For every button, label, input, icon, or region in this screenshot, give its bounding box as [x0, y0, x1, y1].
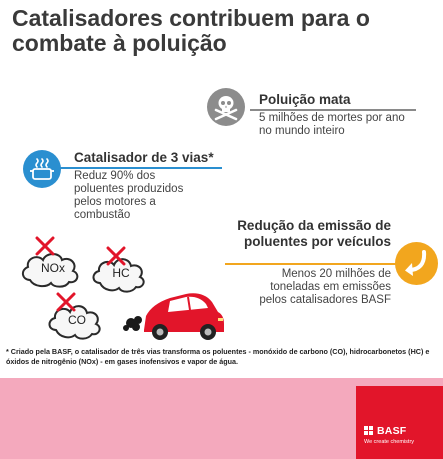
reduction-text: Menos 20 milhões de toneladas em emissõe… [259, 268, 391, 306]
red-car-icon [144, 293, 224, 340]
pollution-icon-circle [207, 88, 245, 126]
exhaust-smoke-icon [123, 316, 142, 331]
catalyst-text: Reduz 90% dos poluentes produzidos pelos… [74, 170, 184, 221]
reduction-title: Redução da emissão de poluentes por veíc… [237, 218, 391, 249]
footnote: * Criado pela BASF, o catalisador de trê… [6, 347, 430, 366]
co-cloud-icon [48, 305, 101, 340]
brand-tagline: We create chemistry [364, 439, 415, 445]
curved-arrow-icon [405, 250, 427, 276]
brand-logo: BASF [364, 425, 406, 437]
pollutants-illustration [22, 236, 224, 340]
basf-squares-icon [364, 426, 373, 435]
hc-cross-icon [106, 246, 126, 266]
pollution-text: 5 milhões de mortes por ano no mundo int… [259, 112, 405, 137]
hc-cloud-icon [92, 258, 145, 293]
pollution-title: Poluição mata [259, 92, 351, 107]
skull-crossbones-icon [214, 96, 238, 121]
nox-cross-icon [35, 236, 55, 256]
brand-box [356, 386, 443, 459]
brand-name: BASF [377, 425, 407, 437]
reduction-rule [225, 263, 400, 265]
catalyst-rule [60, 167, 222, 169]
catalytic-converter-icon [30, 158, 54, 180]
cloud-label-nox: NOx [41, 261, 65, 275]
reduction-icon-circle [395, 242, 438, 285]
page-title: Catalisadores contribuem para o combate … [12, 5, 370, 56]
co-cross-icon [56, 292, 76, 312]
cloud-label-co: CO [68, 313, 86, 327]
catalyst-title: Catalisador de 3 vias* [74, 150, 214, 165]
catalyst-icon-circle [23, 150, 61, 188]
pollution-rule [250, 109, 416, 111]
cloud-label-hc: HC [112, 266, 130, 280]
nox-cloud-icon [22, 253, 79, 288]
